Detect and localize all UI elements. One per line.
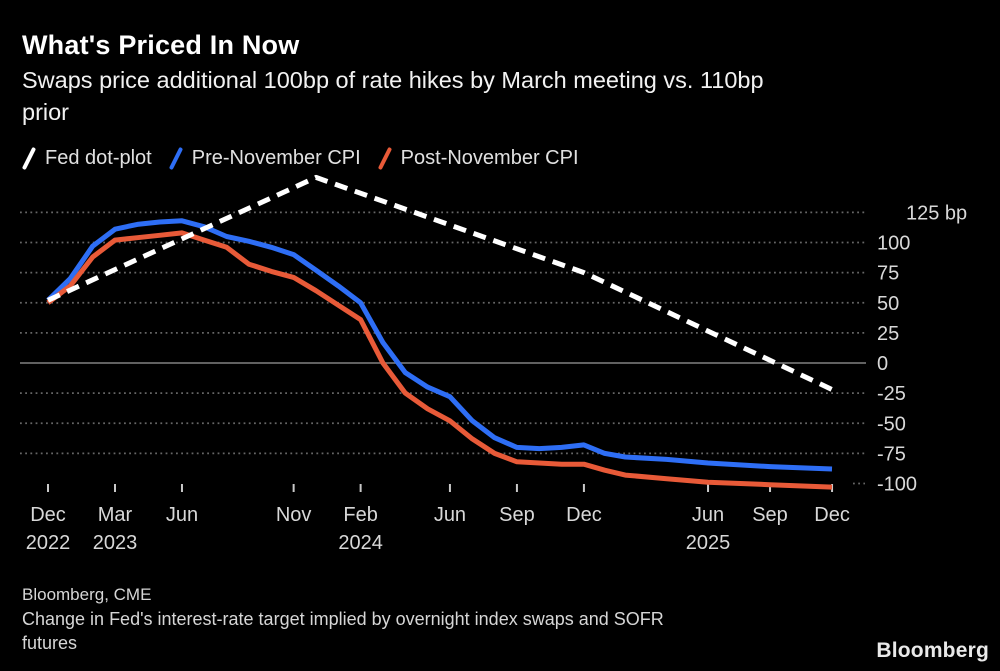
x-axis-month-label: Jun [434, 504, 466, 526]
chart-footnote: Change in Fed's interest-rate target imp… [22, 608, 842, 656]
chart-subtitle: Swaps price additional 100bp of rate hik… [22, 65, 972, 129]
x-axis-month-label: Sep [752, 504, 788, 526]
x-axis-month-label: Jun [692, 504, 724, 526]
x-axis-year-label: 2023 [93, 532, 138, 554]
x-axis-month-label: Jun [166, 504, 198, 526]
x-axis-year-label: 2022 [26, 532, 71, 554]
bloomberg-logo: Bloomberg [876, 639, 989, 662]
legend-item-post-november-cpi: Post-November CPI [378, 147, 579, 170]
series-line-post-november-cpi [46, 230, 833, 490]
y-axis-label: 75 [877, 263, 899, 285]
slash-marker-icon [22, 147, 36, 170]
y-axis-label: -25 [877, 383, 906, 405]
legend-label: Post-November CPI [400, 147, 579, 169]
legend-label: Pre-November CPI [191, 147, 361, 169]
legend-item-fed-dot-plot: Fed dot-plot [22, 147, 152, 170]
x-axis-month-label: Mar [98, 504, 133, 526]
slash-marker-icon [169, 147, 183, 170]
y-axis-label: 50 [877, 293, 899, 315]
chart-source: Bloomberg, CME [22, 585, 152, 604]
x-axis-year-label: 2025 [686, 532, 731, 554]
x-axis-month-label: Dec [814, 504, 850, 526]
chart-subtitle-line2: prior [22, 99, 70, 125]
x-axis-month-label: Feb [343, 504, 377, 526]
slash-marker-icon [378, 147, 392, 170]
chart-subtitle-line1: Swaps price additional 100bp of rate hik… [22, 67, 764, 94]
x-axis-month-label: Dec [30, 504, 66, 526]
page-title: What's Priced In Now [22, 30, 300, 60]
x-axis-month-label: Nov [276, 504, 312, 526]
y-axis-label: -50 [877, 413, 906, 435]
chart-footnote-line1: Change in Fed's interest-rate target imp… [22, 609, 664, 629]
y-axis-label: -75 [877, 443, 906, 465]
series-line-fed-dot-plot [46, 174, 834, 392]
y-axis-label: 0 [877, 353, 888, 375]
y-axis-label: 25 [877, 323, 899, 345]
x-axis-year-label: 2024 [338, 532, 383, 554]
legend-label: Fed dot-plot [45, 147, 152, 169]
x-axis-month-label: Dec [566, 504, 602, 526]
legend-item-pre-november-cpi: Pre-November CPI [169, 147, 361, 170]
x-axis-month-label: Sep [499, 504, 535, 526]
y-axis-label: 100 [877, 233, 910, 255]
y-axis-label: -100 [877, 474, 917, 496]
chart-header: What's Priced In Now Swaps price additio… [22, 30, 972, 129]
chart-footnote-line2: futures [22, 632, 78, 653]
y-axis-label: 125 bp [906, 202, 967, 224]
series-line-pre-november-cpi [46, 218, 833, 472]
chart-legend: Fed dot-plot Pre-November CPI Post-Novem… [22, 147, 579, 170]
